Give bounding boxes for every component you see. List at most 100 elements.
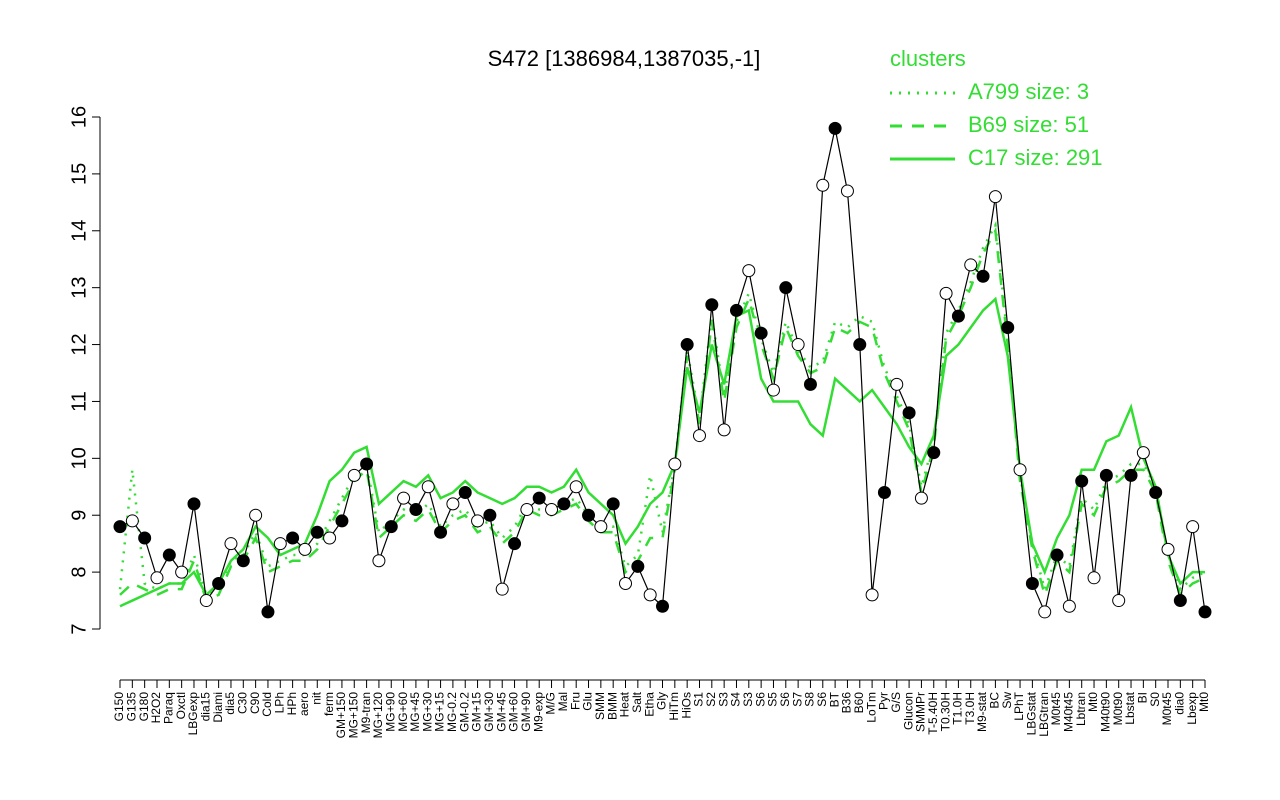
x-tick-label: nit [309,691,323,704]
x-tick-label: ferm [322,692,336,716]
x-tick-label: G/S [889,692,903,713]
point [742,264,756,278]
point [582,508,596,522]
point [446,497,460,511]
y-tick-label: 13 [68,277,90,299]
x-tick-label: T-5.40H [926,692,940,735]
x-tick-label: LPhT [1012,691,1026,720]
x-tick-label: S6 [753,692,767,707]
x-tick-label: LBGexp [186,692,200,736]
point [224,537,238,551]
point [902,406,916,420]
x-tick-label: dia5 [223,692,237,715]
point [754,326,768,340]
point [286,531,300,545]
legend-label: B69 size: 51 [968,112,1089,137]
x-tick-label: M/G [544,692,558,715]
point [865,588,879,602]
point [187,497,201,511]
point [150,571,164,585]
y-tick-label: 7 [68,623,90,634]
x-tick-label: Diami [211,692,225,723]
point [1087,571,1101,585]
point [162,548,176,562]
x-tick-label: LBGstat [1025,691,1039,735]
x-tick-label: M9-stat [975,691,989,732]
x-tick-label: S8 [803,692,817,707]
point [1001,320,1015,334]
x-tick-label: Glucon [901,692,915,730]
x-tick-label: G180 [137,692,151,722]
x-tick-label: BMM [605,692,619,720]
x-tick-label: dia0 [1173,692,1187,715]
point [705,298,719,312]
x-tick-label: GM+150 [334,692,348,739]
x-tick-label: Paraq [161,692,175,724]
point [113,520,127,534]
x-tick-label: M9-exp [531,692,545,732]
x-tick-label: MG+30 [420,692,434,732]
point [199,594,213,608]
x-tick-label: BC [988,692,1002,709]
point [261,605,275,619]
x-tick-label: GM+90 [519,692,533,732]
x-tick-label: LPh [272,692,286,713]
point [791,338,805,352]
x-tick-label: MG+90 [383,692,397,732]
point [249,508,263,522]
point [508,537,522,551]
y-tick-label: 14 [68,220,90,242]
point [668,457,682,471]
point [1050,548,1064,562]
point [520,503,534,517]
point [236,554,250,568]
point [434,525,448,539]
point [1161,542,1175,556]
point [976,269,990,283]
point [939,286,953,300]
point [988,190,1002,204]
point [1075,474,1089,488]
point [1062,599,1076,613]
x-tick-label: M0t45 [1160,692,1174,726]
x-tick-label: GM+60 [507,692,521,732]
point [471,514,485,528]
point [606,497,620,511]
point [125,514,139,528]
point [631,559,645,573]
x-tick-label: HPh [285,692,299,715]
point [372,554,386,568]
x-tick-label: SMMPr [914,692,928,732]
x-tick-label: GM+30 [482,692,496,732]
x-tick-label: S4 [729,692,743,707]
x-tick-label: C30 [235,692,249,714]
x-tick-label: S5 [766,692,780,707]
x-tick-label: Pyr [877,692,891,710]
x-tick-label: Gly [655,692,669,710]
point [1198,605,1212,619]
x-tick-label: H2O2 [149,692,163,724]
x-tick-label: Etha [642,692,656,717]
x-tick-label: Mal [556,692,570,711]
x-tick-label: Oxctl [174,692,188,719]
point [532,491,546,505]
point [335,514,349,528]
point [1112,594,1126,608]
point [557,497,571,511]
x-tick-label: M0t45 [1049,692,1063,726]
point [1124,468,1138,482]
point [384,520,398,534]
y-tick-label: 12 [68,333,90,355]
x-tick-label: S3 [741,692,755,707]
x-tick-label: MG+15 [433,692,447,732]
x-tick-label: T3.0H [963,692,977,725]
point [1173,594,1187,608]
point [397,491,411,505]
point [545,503,559,517]
point [421,480,435,494]
point [347,468,361,482]
point [273,537,287,551]
point [816,178,830,192]
point [1038,605,1052,619]
